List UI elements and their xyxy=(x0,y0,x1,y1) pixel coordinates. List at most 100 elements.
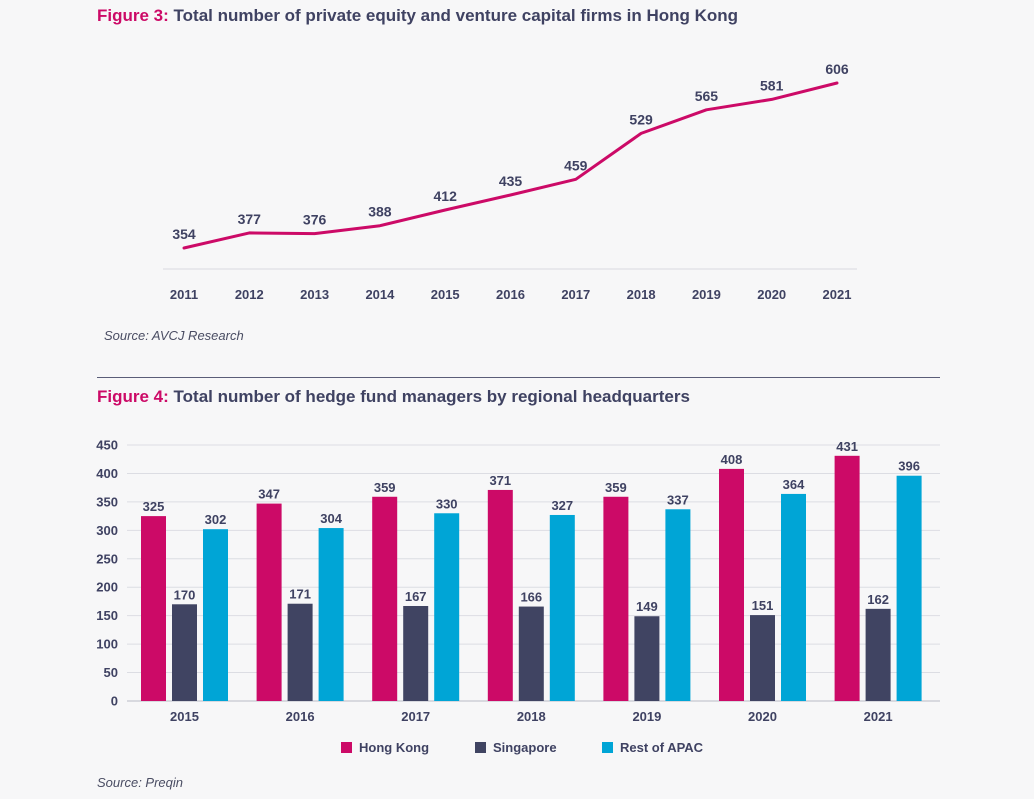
line-data-label: 388 xyxy=(368,204,392,220)
bar-data-label: 325 xyxy=(143,499,165,514)
bar-y-tick-label: 400 xyxy=(96,466,118,481)
legend-label-rest-of-apac: Rest of APAC xyxy=(620,740,704,755)
line-x-tick-label: 2015 xyxy=(431,287,460,302)
bar-y-tick-label: 350 xyxy=(96,494,118,509)
bar-rest-of-apac xyxy=(665,509,691,701)
line-x-tick-label: 2011 xyxy=(170,287,198,302)
bar-y-tick-label: 100 xyxy=(96,637,118,652)
bar-singapore xyxy=(403,605,429,701)
bar-data-label: 364 xyxy=(783,477,805,492)
bar-x-tick-label: 2018 xyxy=(517,709,546,724)
line-data-label: 376 xyxy=(303,212,327,228)
bar-y-tick-label: 300 xyxy=(96,523,118,538)
line-x-tick-label: 2017 xyxy=(561,287,590,302)
bar-y-tick-label: 200 xyxy=(96,580,118,595)
bar-rest-of-apac xyxy=(781,493,806,701)
bar-x-tick-label: 2015 xyxy=(170,709,199,724)
line-data-label: 529 xyxy=(629,111,653,127)
bar-rest-of-apac xyxy=(318,528,344,701)
figure-4-source: Source: Preqin xyxy=(97,775,183,790)
legend-swatch-singapore xyxy=(475,742,486,753)
bar-hong-kong xyxy=(256,503,282,701)
figure-3-source: Source: AVCJ Research xyxy=(104,328,244,343)
bar-y-tick-label: 50 xyxy=(104,665,118,680)
line-x-tick-label: 2016 xyxy=(496,287,525,302)
bar-singapore xyxy=(172,604,197,701)
legend-swatch-rest-of-apac xyxy=(602,742,613,753)
line-x-tick-label: 2013 xyxy=(300,287,329,302)
bar-x-tick-label: 2016 xyxy=(286,709,315,724)
bar-singapore xyxy=(865,608,891,701)
line-data-label: 565 xyxy=(695,88,719,104)
bar-data-label: 371 xyxy=(489,473,511,488)
bar-hong-kong xyxy=(372,496,398,701)
bar-hong-kong xyxy=(141,516,166,701)
line-data-label: 606 xyxy=(825,61,849,77)
bar-x-tick-label: 2020 xyxy=(748,709,777,724)
figure-3-title-text: Total number of private equity and ventu… xyxy=(173,6,739,25)
line-x-tick-label: 2014 xyxy=(365,287,395,302)
bar-data-label: 304 xyxy=(320,511,342,526)
line-x-tick-label: 2020 xyxy=(757,287,786,302)
line-data-label: 377 xyxy=(238,211,262,227)
bar-hong-kong xyxy=(834,455,860,701)
bar-y-tick-label: 150 xyxy=(96,608,118,623)
bar-x-tick-label: 2017 xyxy=(401,709,430,724)
bar-data-label: 167 xyxy=(405,589,427,604)
bar-data-label: 162 xyxy=(867,592,889,607)
line-series xyxy=(182,81,839,250)
line-data-label: 354 xyxy=(172,226,196,242)
bar-rest-of-apac xyxy=(203,529,228,701)
bar-data-label: 330 xyxy=(436,496,458,511)
bar-data-label: 431 xyxy=(836,439,858,454)
line-chart: 354 377 376 388 412 435 459 529 565 581 606 2011 201… xyxy=(163,61,857,302)
bar-hong-kong xyxy=(487,489,513,701)
legend-item-rest-of-apac: Rest of APAC xyxy=(602,740,703,755)
bar-singapore xyxy=(518,606,544,701)
line-x-tick-label: 2021 xyxy=(823,287,852,302)
bar-y-tick-label: 250 xyxy=(96,551,118,566)
figure-4-title-text: Total number of hedge fund managers by r… xyxy=(173,387,690,406)
bar-y-tick-label: 0 xyxy=(111,694,118,709)
figure-3-title: Figure 3: Total number of private equity… xyxy=(97,6,738,26)
bar-x-tick-label: 2021 xyxy=(864,709,893,724)
bar-hong-kong xyxy=(719,468,744,701)
bar-data-label: 359 xyxy=(374,480,396,495)
legend-item-singapore: Singapore xyxy=(475,740,557,755)
legend-label-singapore: Singapore xyxy=(493,740,557,755)
line-data-label: 412 xyxy=(434,188,458,204)
bar-data-label: 337 xyxy=(667,492,689,507)
line-data-label: 459 xyxy=(564,157,588,173)
figure-4-number: Figure 4: xyxy=(97,387,169,406)
bar-data-label: 327 xyxy=(551,498,573,513)
legend-label-hong-kong: Hong Kong xyxy=(359,740,430,755)
bar-singapore xyxy=(634,616,660,701)
line-x-tick-label: 2019 xyxy=(692,287,721,302)
legend-item-hong-kong: Hong Kong xyxy=(341,740,429,755)
bar-chart-legend: Hong Kong Singapore Rest of APAC xyxy=(0,740,1034,758)
bar-hong-kong xyxy=(603,496,629,701)
bar-rest-of-apac xyxy=(549,514,575,701)
bar-data-label: 171 xyxy=(289,587,311,602)
line-x-tick-label: 2018 xyxy=(627,287,656,302)
line-data-label: 435 xyxy=(499,173,523,189)
bar-data-label: 149 xyxy=(636,599,658,614)
bar-data-label: 396 xyxy=(898,459,920,474)
bar-singapore xyxy=(287,603,313,701)
bar-data-label: 151 xyxy=(752,598,774,613)
bar-data-label: 347 xyxy=(258,487,280,502)
figure-4-title: Figure 4: Total number of hedge fund man… xyxy=(97,387,690,407)
bar-data-label: 408 xyxy=(721,452,743,467)
bar-data-label: 302 xyxy=(205,512,227,527)
line-x-tick-label: 2012 xyxy=(235,287,264,302)
section-divider xyxy=(97,377,940,378)
bar-singapore xyxy=(750,615,775,701)
bar-rest-of-apac xyxy=(434,513,460,701)
bar-x-tick-label: 2019 xyxy=(632,709,661,724)
bar-data-label: 359 xyxy=(605,480,627,495)
bar-data-label: 170 xyxy=(174,587,196,602)
bar-rest-of-apac xyxy=(896,475,922,701)
legend-swatch-hong-kong xyxy=(341,742,352,753)
bar-chart: 0 50 100 150 200 250 300 350 400 450 325 170 302 2015… xyxy=(96,438,940,724)
figure-3-number: Figure 3: xyxy=(97,6,169,25)
